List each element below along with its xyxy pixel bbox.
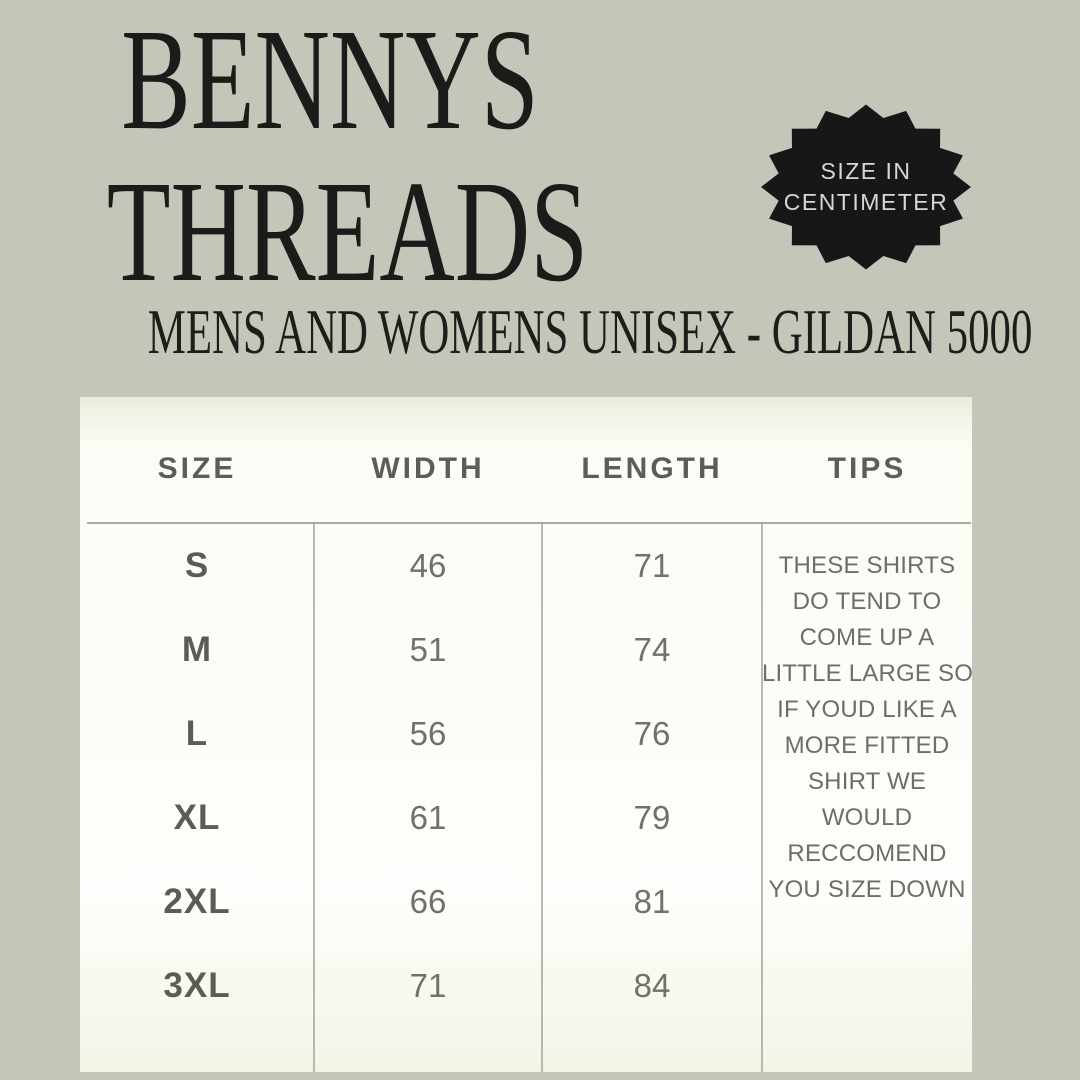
length-cell: 74 [633, 631, 671, 668]
table-row: M 51 74 [80, 608, 762, 692]
length-cell: 71 [633, 547, 671, 584]
header-divider [87, 522, 971, 524]
brand-title: BENNYS THREADS [106, 0, 589, 312]
column-header-width: WIDTH [371, 452, 485, 485]
width-cell: 61 [409, 799, 447, 836]
tips-text: THESE SHIRTS DO TEND TO COME UP A LITTLE… [762, 552, 974, 903]
subtitle: MENS AND WOMENS UNISEX - GILDAN 5000 [147, 297, 1033, 367]
column-divider [761, 524, 763, 1072]
size-cell: L [185, 714, 209, 753]
table-header-row: SIZE WIDTH LENGTH TIPS [80, 397, 972, 523]
column-header-size: SIZE [157, 452, 237, 485]
table-row: 3XL 71 84 [80, 944, 762, 1028]
length-cell: 79 [633, 799, 671, 836]
length-cell: 81 [633, 883, 671, 920]
width-cell: 46 [409, 547, 447, 584]
table-row: S 46 71 [80, 524, 762, 608]
size-cell: 2XL [163, 882, 231, 921]
size-cell: S [184, 546, 210, 585]
table-row: L 56 76 [80, 692, 762, 776]
column-divider [541, 524, 543, 1072]
size-cell: 3XL [163, 966, 231, 1005]
column-header-tips: TIPS [827, 452, 907, 485]
table-row: 2XL 66 81 [80, 860, 762, 944]
table-body: S 46 71 M 51 74 L 56 76 XL 61 79 2XL 66 [80, 524, 762, 1028]
width-cell: 66 [409, 883, 447, 920]
length-cell: 76 [633, 715, 671, 752]
badge-label: SIZE IN CENTIMETER [783, 158, 949, 215]
size-cell: XL [173, 798, 221, 837]
size-chart-table: SIZE WIDTH LENGTH TIPS S 46 71 M 51 74 L… [80, 397, 974, 1072]
width-cell: 71 [409, 967, 447, 1004]
width-cell: 51 [409, 631, 447, 668]
width-cell: 56 [409, 715, 447, 752]
length-cell: 84 [633, 967, 671, 1004]
starburst-badge-icon [761, 104, 971, 270]
size-cell: M [181, 630, 213, 669]
size-unit-badge: SIZE IN CENTIMETER [748, 98, 984, 276]
column-divider [313, 524, 315, 1072]
table-row: XL 61 79 [80, 776, 762, 860]
column-header-length: LENGTH [581, 452, 723, 485]
